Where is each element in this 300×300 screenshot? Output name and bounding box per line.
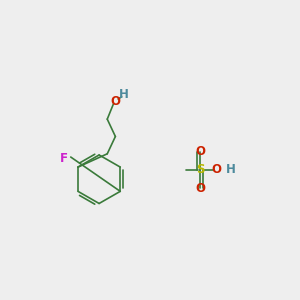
- Text: S: S: [196, 164, 205, 176]
- Text: H: H: [226, 164, 236, 176]
- Text: O: O: [195, 145, 205, 158]
- Text: O: O: [110, 95, 120, 108]
- Text: O: O: [195, 182, 205, 195]
- Text: F: F: [60, 152, 68, 165]
- Text: O: O: [212, 164, 221, 176]
- Text: H: H: [118, 88, 128, 101]
